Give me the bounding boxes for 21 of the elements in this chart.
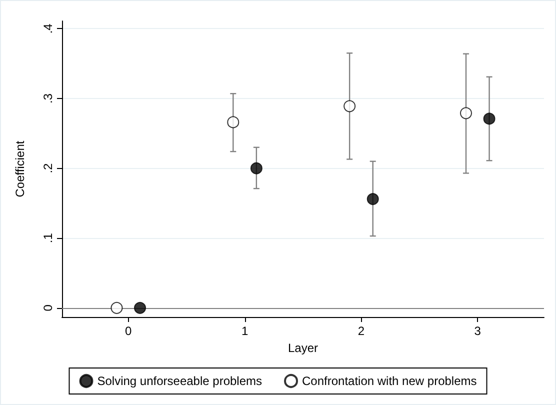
- x-tick-label: 1: [241, 324, 248, 338]
- x-axis-title: Layer: [288, 340, 318, 355]
- y-tick-label: .1: [41, 232, 55, 244]
- y-tick-label: .4: [41, 23, 55, 34]
- point: [344, 100, 356, 112]
- point: [366, 193, 379, 206]
- legend-label: Confrontation with new problems: [302, 374, 477, 388]
- x-tick-label: 0: [125, 324, 132, 338]
- y-axis-title: Coefficient: [13, 140, 27, 198]
- y-tick-label: 0: [41, 304, 55, 312]
- point: [483, 112, 496, 125]
- point: [227, 116, 240, 128]
- point: [110, 302, 123, 314]
- y-tick-label: .2: [41, 162, 55, 174]
- point: [460, 107, 472, 120]
- point: [134, 302, 146, 314]
- point: [250, 162, 262, 174]
- legend-label: Solving unforseeable problems: [97, 374, 262, 388]
- x-tick-label: 3: [474, 324, 482, 338]
- y-tick-label: .3: [41, 93, 55, 104]
- x-tick-label: 2: [358, 324, 365, 338]
